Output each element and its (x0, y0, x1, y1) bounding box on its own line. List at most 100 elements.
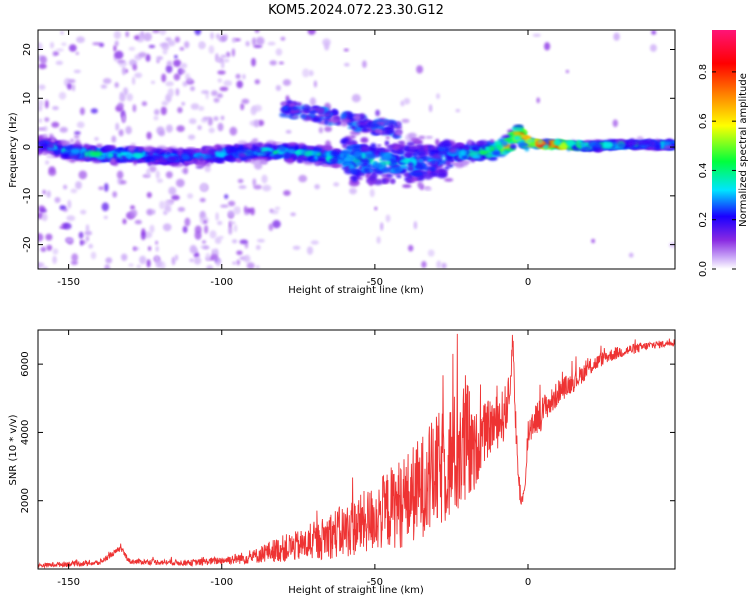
heatmap-cell (210, 254, 219, 261)
heatmap-cell (166, 60, 173, 66)
heatmap-cell (139, 255, 147, 265)
heatmap-cell (636, 136, 644, 142)
heatmap-cell (61, 42, 67, 46)
heatmap-cell (489, 139, 495, 143)
heatmap-cell (219, 86, 229, 92)
heatmap-cell (182, 225, 188, 234)
heatmap-cell (193, 149, 201, 153)
heatmap-cell (307, 30, 316, 35)
heatmap-cell (205, 252, 211, 262)
heatmap-cell (177, 107, 183, 114)
heatmap-cell (345, 141, 352, 145)
heatmap-cell (308, 70, 314, 77)
colorbar-tick-label: 0.8 (698, 64, 709, 80)
heatmap-cell (72, 84, 76, 92)
heatmap-cell (46, 244, 53, 251)
heatmap-cell (344, 62, 350, 67)
heatmap-cell (313, 80, 317, 88)
heatmap-cell (322, 146, 333, 150)
heatmap-cell (374, 128, 380, 135)
heatmap-cell (51, 136, 56, 144)
heatmap-cell (324, 119, 329, 126)
heatmap-cell (427, 249, 435, 257)
heatmap-cell (70, 260, 78, 266)
heatmap-cell (251, 57, 256, 67)
heatmap-cell (140, 231, 146, 241)
heatmap-cell (253, 44, 263, 48)
heatmap-cell (208, 45, 215, 54)
heatmap-cell (145, 156, 151, 163)
heatmap-cell (175, 178, 185, 188)
heatmap-cell (233, 206, 241, 215)
heatmap-cell (332, 156, 337, 163)
heatmap-cell (406, 178, 413, 183)
heatmap-cell (361, 128, 368, 131)
heatmap-cell (365, 173, 371, 179)
heatmap-cell (128, 263, 134, 267)
heatmap-cell (407, 174, 413, 180)
heatmap-cell (359, 157, 368, 161)
heatmap-cell (461, 160, 471, 164)
heatmap-cell (173, 73, 181, 81)
heatmap-cell (436, 260, 442, 269)
heatmap-cell (236, 259, 240, 266)
heatmap-cell (134, 219, 142, 225)
heatmap-cell (104, 264, 110, 269)
heatmap-cell (273, 153, 284, 159)
heatmap-cell (64, 140, 71, 147)
heatmap-cell (118, 129, 124, 137)
heatmap-cell (649, 44, 657, 52)
heatmap-cell (38, 99, 44, 108)
heatmap-cell (98, 186, 105, 190)
snr-ticks: -150 -100 -50 0 2000 4000 6000 (20, 330, 675, 588)
heatmap-cell (52, 255, 57, 264)
heatmap-cell (378, 128, 383, 135)
heatmap-cell (71, 253, 79, 262)
heatmap-cell (185, 147, 196, 150)
heatmap-cell (73, 135, 80, 139)
heatmap-cell (123, 87, 129, 96)
heatmap-cell (132, 64, 138, 71)
heatmap-cell (395, 130, 402, 136)
heatmap-cell (154, 109, 160, 116)
heatmap-cell (51, 121, 60, 128)
heatmap-cell (178, 69, 186, 74)
heatmap-cell (202, 240, 206, 244)
heatmap-cell (68, 79, 76, 84)
heatmap-cell (509, 143, 517, 150)
x-tick-label: 0 (525, 277, 531, 288)
heatmap-cell (384, 140, 390, 146)
heatmap-cell (296, 157, 304, 163)
heatmap-cell (558, 142, 568, 150)
heatmap-cell (390, 179, 395, 184)
heatmap-cell (210, 154, 215, 160)
heatmap-cell (447, 155, 454, 160)
heatmap-cell (361, 152, 367, 159)
heatmap-cell (128, 46, 136, 51)
heatmap-cell (148, 165, 157, 173)
heatmap-cell (413, 221, 418, 230)
heatmap-cell (149, 224, 155, 233)
heatmap-cell (58, 91, 67, 100)
heatmap-cell (477, 158, 485, 161)
heatmap-cell (126, 93, 133, 102)
heatmap-cell (275, 85, 282, 91)
heatmap-cell (554, 140, 562, 146)
heatmap-cell (364, 151, 373, 156)
heatmap-cell (230, 221, 236, 225)
heatmap-cell (494, 145, 503, 149)
heatmap-cell (348, 180, 360, 187)
heatmap-cell (536, 97, 540, 104)
heatmap-cell (438, 152, 444, 156)
heatmap-cell (174, 36, 180, 43)
heatmap-cell (397, 140, 406, 144)
heatmap-cell (534, 141, 546, 145)
heatmap-cell (283, 190, 291, 196)
heatmap-cell (66, 215, 76, 222)
heatmap-cell (254, 147, 262, 152)
heatmap-cell (69, 158, 76, 163)
heatmap-cell (407, 162, 413, 167)
heatmap-cell (199, 197, 206, 203)
heatmap-cell (235, 73, 241, 79)
snr-frame (37, 329, 676, 570)
